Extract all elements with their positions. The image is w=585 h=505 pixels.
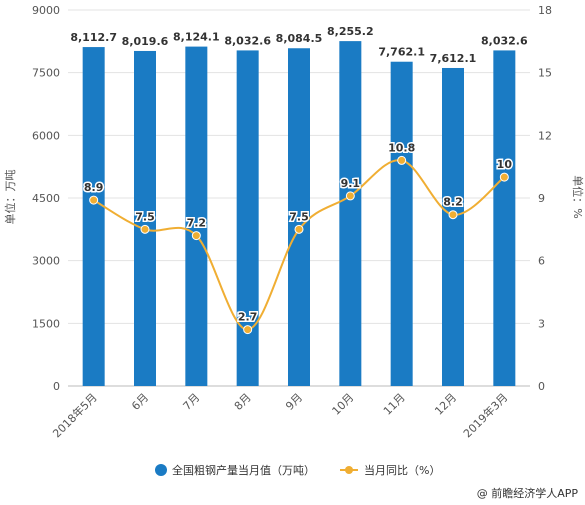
bar-value-label: 8,084.5	[276, 32, 323, 45]
line-point-label: 8.2	[443, 196, 463, 209]
line-point-label: 7.5	[289, 210, 309, 223]
legend-line-label: 当月同比（%）	[364, 463, 440, 477]
bar-value-label: 7,762.1	[378, 46, 425, 59]
bar-value-label: 8,032.6	[481, 34, 528, 47]
left-tick-label: 6000	[32, 129, 60, 142]
right-tick-label: 6	[538, 255, 545, 268]
bar	[288, 48, 310, 386]
x-tick-label: 6月	[129, 391, 151, 413]
x-tick-label: 11月	[381, 391, 408, 418]
line-point	[243, 325, 253, 335]
bar-value-label: 8,124.1	[173, 31, 220, 44]
bar-value-label: 7,612.1	[430, 52, 477, 65]
legend-bar-marker	[155, 464, 167, 476]
line-point	[345, 191, 355, 201]
bar-labels: 8,112.7 8,019.6 8,124.1 8,032.6 8,084.5 8,255…	[70, 25, 528, 65]
bar	[185, 46, 208, 387]
left-tick-label: 7500	[32, 67, 60, 80]
line-series	[93, 159, 505, 331]
line-point	[499, 172, 509, 182]
x-tick-label: 2018年5月	[50, 390, 100, 440]
legend-bar-label: 全国粗钢产量当月值（万吨）	[172, 463, 315, 477]
source-credit: @ 前瞻经济学人APP	[477, 486, 579, 500]
line-point-labels: 8.9 7.5 7.2 2.7 7.5 9.1 10.8 8.2 10	[82, 140, 513, 325]
line-points	[89, 155, 509, 335]
x-axis-ticks: 2018年5月 6月 7月 8月 9月 10月 11月 12月 2019年3月	[50, 390, 511, 440]
bar	[442, 67, 464, 387]
bar	[82, 47, 105, 386]
line-point-label: 9.1	[341, 177, 361, 190]
left-tick-label: 3000	[32, 255, 60, 268]
bar-value-label: 8,032.6	[224, 34, 271, 47]
x-tick-label: 10月	[330, 391, 357, 418]
line-point	[191, 231, 201, 241]
legend: 全国粗钢产量当月值（万吨） 当月同比（%）	[155, 463, 440, 477]
bar	[236, 50, 259, 386]
bar	[339, 41, 362, 386]
bar	[134, 50, 156, 387]
left-tick-label: 4500	[32, 192, 60, 205]
right-axis-title: 单位：%	[571, 175, 585, 218]
bar-value-label: 8,255.2	[327, 25, 374, 38]
line-point	[140, 224, 150, 234]
line-point-label: 10.8	[388, 141, 415, 154]
left-tick-label: 0	[53, 380, 60, 393]
left-tick-label: 9000	[32, 4, 60, 17]
bar-value-label: 8,019.6	[122, 35, 169, 48]
right-tick-label: 12	[538, 129, 552, 142]
x-tick-label: 9月	[283, 391, 305, 413]
right-tick-label: 3	[538, 317, 545, 330]
line-point-label: 7.5	[135, 210, 155, 223]
line-point-label: 7.2	[187, 217, 207, 230]
x-tick-label: 7月	[181, 391, 203, 413]
right-tick-label: 0	[538, 380, 545, 393]
line-point	[448, 210, 458, 220]
right-tick-label: 18	[538, 4, 552, 17]
right-tick-label: 9	[538, 192, 545, 205]
x-tick-label: 12月	[432, 391, 459, 418]
x-tick-label: 2019年3月	[460, 390, 510, 440]
line-point-label: 10	[497, 158, 513, 171]
left-axis-ticks: 0 1500 3000 4500 6000 7500 9000	[32, 4, 60, 393]
left-tick-label: 1500	[32, 317, 60, 330]
bar	[390, 61, 413, 387]
line-point-label: 8.9	[84, 181, 104, 194]
right-axis-ticks: 0 3 6 9 12 15 18	[538, 4, 552, 393]
bar-value-label: 8,112.7	[70, 31, 117, 44]
line-point	[397, 155, 407, 165]
line-point-label: 2.7	[238, 311, 258, 324]
bar	[493, 50, 516, 386]
line-point	[89, 195, 99, 205]
right-tick-label: 15	[538, 67, 552, 80]
legend-line-marker-dot	[345, 466, 353, 474]
line-point	[294, 224, 304, 234]
x-tick-label: 8月	[232, 391, 254, 413]
left-axis-title: 单位：万吨	[3, 170, 17, 225]
bar-series	[82, 41, 516, 387]
